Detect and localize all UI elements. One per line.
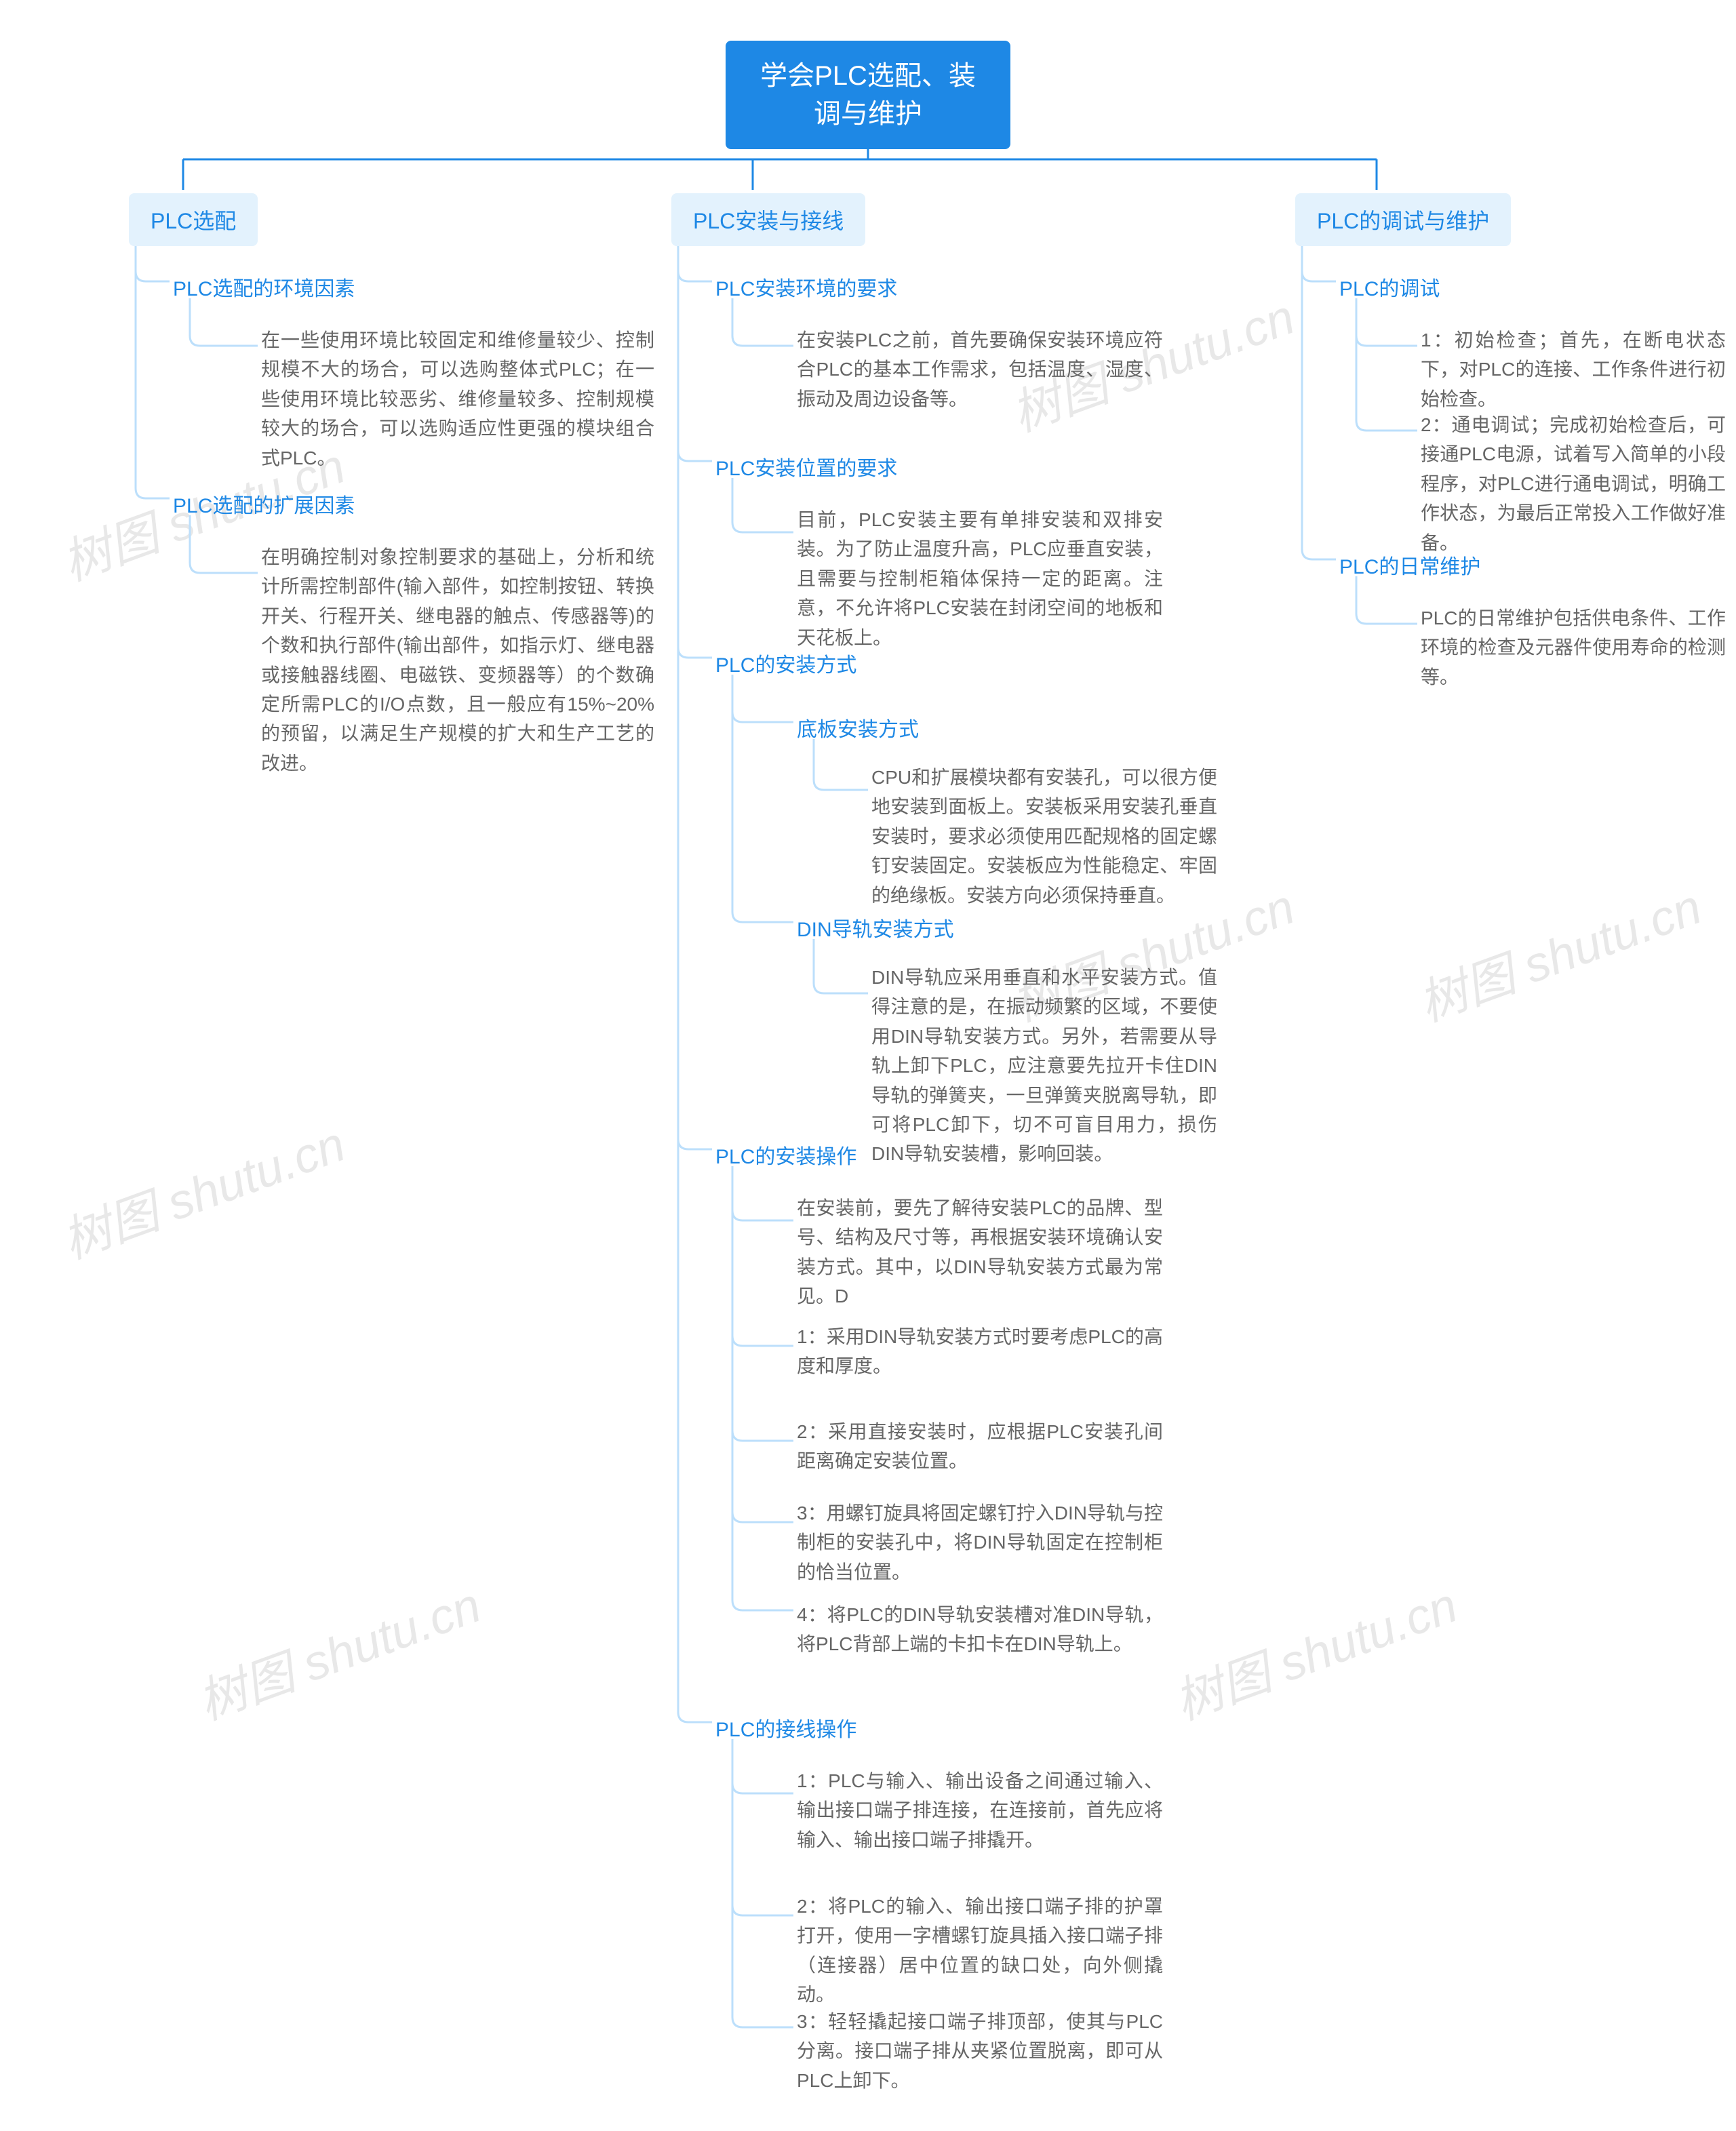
- leaf-debug-1: 2：通电调试；完成初始检查后，可接通PLC电源，试着写入简单的小段程序，对PLC…: [1421, 410, 1726, 557]
- leaf-wiring-op-2: 3：轻轻撬起接口端子排顶部，使其与PLC分离。接口端子排从夹紧位置脱离，即可从P…: [797, 2007, 1163, 2095]
- sub-install-env: PLC安装环境的要求: [715, 268, 897, 306]
- leaf-wiring-op-0: 1：PLC与输入、输出设备之间通过输入、输出接口端子排连接，在连接前，首先应将输…: [797, 1766, 1163, 1854]
- leaf-debug-0: 1：初始检查；首先，在断电状态下，对PLC的连接、工作条件进行初始检查。: [1421, 325, 1726, 414]
- leaf-install-op-3: 3：用螺钉旋具将固定螺钉拧入DIN导轨与控制柜的安装孔中，将DIN导轨固定在控制…: [797, 1498, 1163, 1587]
- watermark: 树图 shutu.cn: [51, 1104, 353, 1273]
- watermark: 树图 shutu.cn: [1407, 867, 1710, 1035]
- sub-install-op: PLC的安装操作: [715, 1136, 856, 1174]
- branch-plc-selection: PLC选配: [129, 193, 258, 246]
- leaf-env-factor: 在一些使用环境比较固定和维修量较少、控制规模不大的场合，可以选购整体式PLC；在…: [261, 325, 654, 473]
- leaf-expand-factor: 在明确控制对象控制要求的基础上，分析和统计所需控制部件(输入部件，如控制按钮、转…: [261, 542, 654, 778]
- sub-expand-factor: PLC选配的扩展因素: [173, 485, 355, 523]
- watermark: 树图 shutu.cn: [1163, 1566, 1465, 1734]
- root-node: 学会PLC选配、装调与维护: [726, 41, 1010, 149]
- sub-install-method: PLC的安装方式: [715, 644, 856, 682]
- sub-wiring-op: PLC的接线操作: [715, 1709, 856, 1747]
- leaf-install-op-2: 2：采用直接安装时，应根据PLC安装孔间距离确定安装位置。: [797, 1417, 1163, 1476]
- leaf-maintain: PLC的日常维护包括供电条件、工作环境的检查及元器件使用寿命的检测等。: [1421, 603, 1726, 692]
- leaf-install-pos: 目前，PLC安装主要有单排安装和双排安装。为了防止温度升高，PLC应垂直安装，且…: [797, 505, 1163, 652]
- leaf-install-op-0: 在安装前，要先了解待安装PLC的品牌、型号、结构及尺寸等，再根据安装环境确认安装…: [797, 1193, 1163, 1311]
- leaf-baseplate: CPU和扩展模块都有安装孔，可以很方便地安装到面板上。安装板采用安装孔垂直安装时…: [871, 763, 1217, 910]
- sub-din-rail: DIN导轨安装方式: [797, 909, 954, 947]
- sub-install-pos: PLC安装位置的要求: [715, 447, 897, 485]
- sub-env-factor: PLC选配的环境因素: [173, 268, 355, 306]
- watermark: 树图 shutu.cn: [186, 1566, 489, 1734]
- leaf-install-env: 在安装PLC之前，首先要确保安装环境应符合PLC的基本工作需求，包括温度、湿度、…: [797, 325, 1163, 414]
- sub-baseplate: 底板安装方式: [797, 709, 919, 746]
- leaf-wiring-op-1: 2：将PLC的输入、输出接口端子排的护罩打开，使用一字槽螺钉旋具插入接口端子排（…: [797, 1892, 1163, 2010]
- leaf-install-op-4: 4：将PLC的DIN导轨安装槽对准DIN导轨，将PLC背部上端的卡扣卡在DIN导…: [797, 1600, 1163, 1659]
- sub-maintain: PLC的日常维护: [1339, 546, 1480, 584]
- leaf-din-rail: DIN导轨应采用垂直和水平安装方式。值得注意的是，在振动频繁的区域，不要使用DI…: [871, 963, 1217, 1169]
- branch-plc-install: PLC安装与接线: [671, 193, 865, 246]
- leaf-install-op-1: 1：采用DIN导轨安装方式时要考虑PLC的高度和厚度。: [797, 1322, 1163, 1381]
- sub-debug: PLC的调试: [1339, 268, 1440, 306]
- branch-plc-debug: PLC的调试与维护: [1295, 193, 1511, 246]
